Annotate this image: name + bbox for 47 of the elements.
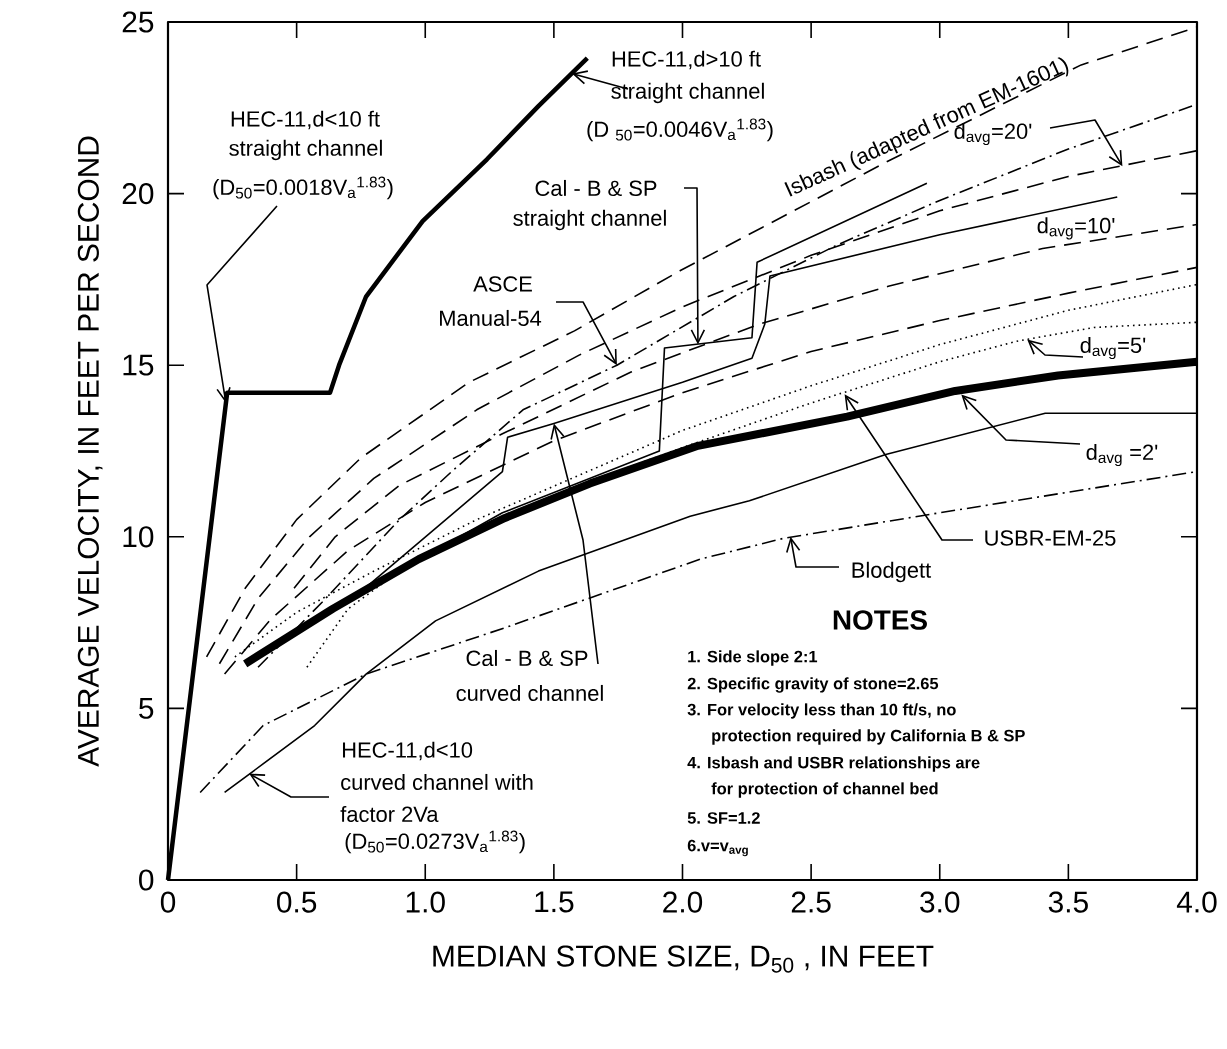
annotation: (D$_{50}$=0.0273V$_{a}$$^{1.83}$) — [345, 830, 525, 854]
annotation: Blodgett — [852, 561, 932, 583]
y-tick-label: 0 — [139, 869, 154, 891]
annotation: straight channel — [513, 209, 666, 231]
y-tick-label: 25 — [122, 11, 154, 33]
annotation: for protection of channel bed — [711, 782, 938, 798]
x-tick-label: 3.0 — [920, 891, 960, 913]
annotation: d$_{avg}$=10' — [1037, 217, 1115, 240]
annotation: Manual-54 — [440, 309, 542, 327]
y-axis-title: AVERAGE VELOCITY, IN FEET PER SECOND — [77, 136, 103, 767]
annotation: ASCE — [473, 276, 532, 292]
annotation: Cal - B & SP — [466, 649, 588, 667]
x-tick-label: 1.5 — [535, 891, 574, 913]
annotation: curved channel with — [341, 773, 533, 791]
annotation: factor 2Va — [340, 805, 439, 823]
x-tick-label: 4.0 — [1176, 891, 1217, 913]
x-tick-label: 2.5 — [791, 891, 831, 913]
annotation: HEC-11,d<10 ft — [231, 110, 380, 130]
x-tick-label: 1.0 — [406, 891, 445, 913]
x-tick-label: 0 — [160, 891, 176, 913]
annotation: straight channel — [229, 139, 382, 161]
annotation: Cal - B & SP — [535, 179, 657, 197]
x-axis-title: MEDIAN STONE SIZE, D$_{50}$ , IN FEET — [433, 945, 934, 973]
annotation: protection required by California B & SP — [712, 729, 1025, 745]
x-tick-label: 0.5 — [277, 891, 317, 913]
annotation: (D $_{50}$=0.0046V$_{a}$$^{1.83}$) — [587, 118, 773, 142]
annotation: d$_{avg}$ =2' — [1086, 443, 1158, 467]
annotation: 1. Side slope 2:1 — [688, 650, 818, 666]
annotation: 3. For velocity less than 10 ft/s, no — [687, 703, 956, 719]
x-tick-label: 2.0 — [663, 891, 703, 913]
annotation: (D$_{50}$=0.0018V$_{a}$$^{1.83}$) — [213, 176, 393, 200]
y-tick-label: 15 — [123, 354, 154, 376]
annotation: 5. SF=1.2 — [687, 812, 760, 824]
annotation: 2. Specific gravity of stone=2.65 — [687, 677, 939, 693]
annotation: HEC-11,d>10 ft — [612, 50, 761, 70]
annotation: curved channel — [456, 684, 603, 702]
annotation: straight channel — [611, 82, 764, 104]
annotation: d$_{avg}$=5' — [1080, 336, 1146, 360]
annotation: USBR-EM-25 — [985, 530, 1116, 546]
annotation: NOTES — [833, 610, 927, 630]
annotation: 4. Isbash and USBR relationships are — [687, 756, 980, 772]
annotation: HEC-11,d<10 — [343, 741, 473, 761]
y-tick-label: 10 — [123, 526, 154, 548]
y-tick-label: 5 — [139, 697, 154, 719]
annotation: 6.v=v$_{avg}$ — [687, 839, 748, 857]
x-tick-label: 3.5 — [1048, 891, 1088, 913]
y-tick-label: 20 — [122, 183, 154, 205]
